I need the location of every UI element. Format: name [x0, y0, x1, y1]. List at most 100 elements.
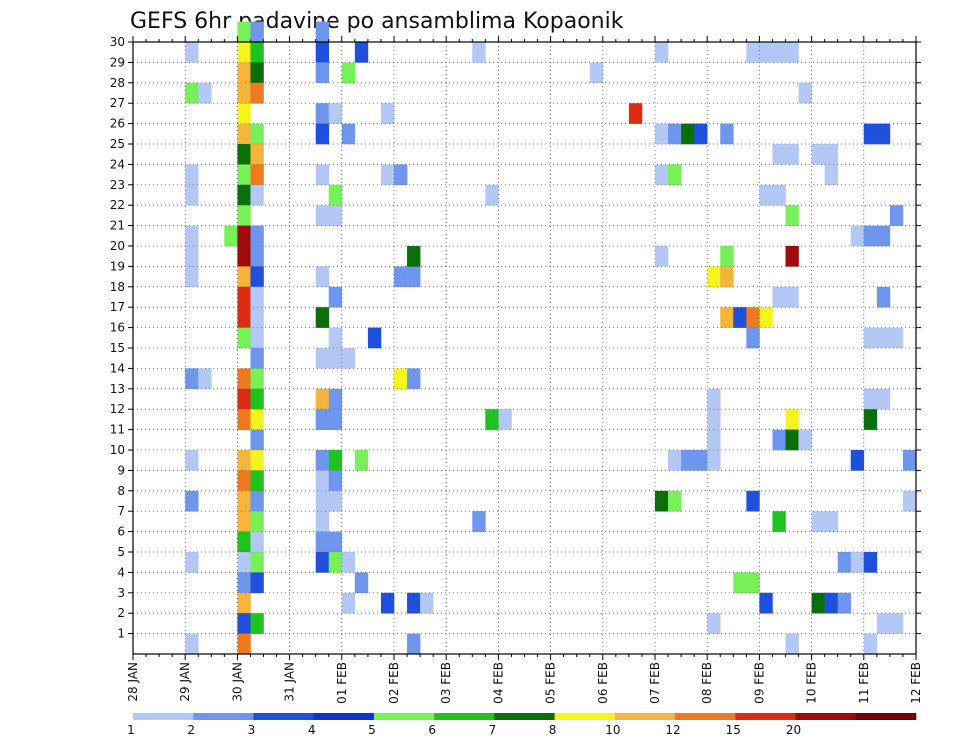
heat-cell — [237, 246, 251, 267]
heat-cell — [707, 266, 721, 288]
y-tick-label: 21 — [110, 219, 125, 233]
heat-cell — [250, 246, 264, 267]
heat-cell — [315, 307, 330, 328]
heat-cell — [681, 450, 695, 471]
heat-cell — [328, 552, 343, 573]
colorbar-label: 3 — [248, 723, 256, 737]
heat-cell — [655, 490, 669, 512]
heat-cell — [315, 123, 330, 145]
heat-cell — [785, 429, 799, 451]
heat-cell — [733, 307, 747, 328]
heat-cell — [237, 409, 251, 430]
colorbar-swatch — [494, 713, 555, 720]
y-tick-label: 2 — [117, 606, 125, 620]
heat-cell — [863, 225, 878, 247]
heat-cell — [237, 62, 251, 84]
colorbar-label: 15 — [726, 723, 741, 737]
heat-cell — [328, 409, 343, 430]
grid-layer — [133, 42, 916, 654]
heat-cell — [472, 511, 486, 532]
colorbar-swatch — [133, 713, 194, 720]
heat-cell — [485, 184, 499, 206]
heat-cell — [315, 552, 330, 573]
heat-cell — [863, 633, 878, 655]
heat-cell — [850, 450, 865, 471]
x-tick-label: 06 FEB — [596, 662, 610, 704]
heat-cell — [250, 613, 264, 634]
heat-cell — [380, 164, 395, 186]
colorbar-label: 2 — [187, 723, 195, 737]
heat-cell — [772, 429, 786, 451]
heat-cell — [237, 266, 251, 288]
heat-cell — [237, 531, 251, 553]
heat-cell — [237, 511, 251, 532]
heat-cell — [824, 592, 838, 614]
heat-cell — [250, 266, 264, 288]
heat-cell — [237, 470, 251, 492]
heat-cell — [237, 613, 251, 634]
x-tick-label: 09 FEB — [752, 662, 766, 704]
heat-cell — [472, 42, 486, 63]
colorbar-label: 12 — [665, 723, 680, 737]
heat-cell — [772, 184, 786, 206]
heat-cell — [407, 246, 421, 267]
heat-cell — [668, 123, 682, 145]
heat-cell — [354, 42, 369, 63]
x-tick-label: 08 FEB — [700, 662, 714, 704]
heat-cell — [315, 103, 330, 124]
heat-cell — [237, 450, 251, 471]
heat-cell — [655, 123, 669, 145]
heat-cell — [250, 164, 264, 186]
heat-cell — [237, 82, 251, 104]
heat-cell — [250, 123, 264, 145]
heat-cell — [250, 327, 264, 349]
colorbar-swatch — [373, 713, 435, 720]
y-tick-label: 10 — [110, 443, 125, 457]
heat-cell — [224, 225, 238, 247]
heat-cell — [315, 164, 330, 186]
y-tick-label: 20 — [110, 239, 125, 253]
heat-cell — [863, 409, 878, 430]
heat-cell — [876, 613, 891, 634]
heat-cell — [837, 592, 852, 614]
heat-cell — [185, 490, 199, 512]
heat-cell — [746, 572, 760, 594]
heat-cell — [824, 511, 838, 532]
heat-cell — [407, 368, 421, 390]
heat-cell — [394, 368, 408, 390]
y-tick-label: 27 — [110, 96, 125, 110]
heat-cell — [746, 42, 760, 63]
heat-cell — [655, 164, 669, 186]
colorbar-label: 6 — [428, 723, 436, 737]
heat-cell — [876, 225, 891, 247]
heat-cell — [707, 388, 721, 410]
heat-cell — [720, 307, 734, 328]
heat-cell — [328, 531, 343, 553]
heat-cell — [341, 123, 356, 145]
colorbar-label: 20 — [786, 723, 801, 737]
heat-cell — [185, 225, 199, 247]
heat-cell — [485, 409, 499, 430]
heat-cell — [315, 21, 330, 43]
y-tick-label: 24 — [110, 157, 125, 171]
heat-cell — [250, 409, 264, 430]
heat-cell — [589, 62, 604, 84]
y-tick-label: 11 — [110, 423, 125, 437]
heat-cell — [315, 388, 330, 410]
y-tick-label: 12 — [110, 402, 125, 416]
heat-cell — [237, 225, 251, 247]
heat-cell — [250, 144, 264, 165]
heat-cell — [185, 552, 199, 573]
heat-cell — [354, 572, 369, 594]
heat-cell — [237, 388, 251, 410]
heat-cell — [237, 103, 251, 124]
heat-cell — [759, 184, 773, 206]
heat-cell — [315, 470, 330, 492]
heat-cell — [785, 286, 799, 308]
heat-cell — [185, 450, 199, 471]
colorbar-label: 8 — [549, 723, 557, 737]
y-axis: 1234567891011121314151617181920212223242… — [110, 35, 921, 660]
colorbar-label: 4 — [308, 723, 316, 737]
colorbar-swatch — [313, 713, 375, 720]
heat-cell — [250, 348, 264, 369]
